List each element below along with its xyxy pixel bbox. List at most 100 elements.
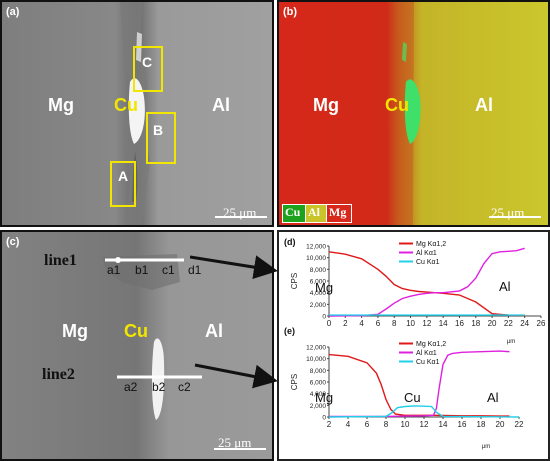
chart-1-y-tick-label: 6,000	[310, 380, 327, 387]
chart-1-x-tick-label: 8	[384, 420, 389, 429]
line2-point-b2: b2	[152, 380, 166, 394]
panel-tag-b: (b)	[283, 6, 298, 18]
label-cu: Cu	[124, 321, 148, 341]
region-box-a-label: A	[118, 168, 129, 184]
label-al: Al	[205, 321, 223, 341]
chart-1-y-tick-label: 10,000	[306, 356, 326, 363]
chart-1-x-tick-label: 16	[458, 420, 467, 429]
chart-1-x-tick-label: 10	[401, 420, 410, 429]
label-mg: Mg	[62, 321, 88, 341]
scale-label-b: 25 μm	[491, 205, 525, 220]
chart-1-x-tick-label: 2	[327, 420, 332, 429]
region-box-c	[133, 46, 163, 92]
chart-1-series-1-line	[329, 350, 510, 418]
legend-label-cu: Cu	[285, 205, 301, 219]
chart-1-y-tick-label: 2,000	[310, 403, 327, 410]
region-box-b	[146, 112, 176, 164]
chart-0-x-tick-label: 24	[520, 319, 529, 328]
label-cu: Cu	[114, 95, 138, 115]
line1-point-d1: d1	[188, 263, 202, 277]
sem-image-c	[2, 232, 272, 459]
panel-de-linescans: (d) 0 2,000 4,000 6,000 8,000 10,000 12,000 0 2 4 6…	[277, 230, 550, 461]
chart-0-series-0-line	[328, 251, 525, 317]
scale-bar-c	[214, 448, 266, 450]
chart-0-x-tick-label: 6	[376, 319, 381, 328]
chart-0-x-tick-label: 20	[488, 319, 497, 328]
region-box-b-label: B	[153, 122, 164, 138]
scale-label-a: 25 μm	[223, 205, 257, 220]
chart-1-panel-tag: (e)	[284, 326, 295, 336]
panel-b-eds-map: (b) Mg Cu Al Cu Al Mg 25 μm	[277, 0, 550, 227]
label-mg: Mg	[313, 95, 339, 115]
chart-0-x-tick-label: 2	[343, 319, 348, 328]
chart-0-y-tick-label: 12,000	[306, 244, 326, 251]
chart-1-annotation-2: Al	[487, 390, 499, 405]
chart-1-x-axis-label: μm	[482, 444, 490, 450]
chart-0-x-tick-label: 16	[455, 319, 464, 328]
chart-0-x-axis-label: μm	[507, 339, 515, 345]
chart-1-x-tick-label: 18	[477, 420, 486, 429]
chart-0-x-tick-label: 0	[327, 319, 332, 328]
line1-label: line1	[44, 252, 77, 269]
chart-0-series-1-line	[328, 247, 525, 317]
chart-1-y-tick-label: 4,000	[310, 391, 327, 398]
chart-1-x-tick-label: 4	[346, 420, 351, 429]
chart-0-y-axis-label: CPS	[290, 273, 299, 289]
chart-0-y-tick-label: 4,000	[310, 290, 327, 297]
chart-0-x-tick-label: 26	[537, 319, 546, 328]
chart-1-x-tick-label: 12	[420, 420, 429, 429]
chart-0-annotation-1: Al	[499, 279, 511, 294]
chart-0-legend-label-0: Mg Kα1,2	[416, 241, 446, 248]
scale-bar-a	[215, 216, 267, 218]
chart-1-y-tick-label: 8,000	[310, 368, 327, 375]
chart-0-annotation-0: Mg	[315, 280, 333, 295]
chart-1-y-tick-label: 12,000	[306, 345, 326, 352]
chart-0-y-tick-label: 0	[322, 314, 326, 321]
chart-1-x-tick-label: 14	[439, 420, 448, 429]
chart-1-x-tick-label: 20	[496, 420, 505, 429]
chart-1-annotation-1: Cu	[404, 390, 421, 405]
panel-tag-c: (c)	[6, 236, 20, 248]
chart-1-x-tick-label: 22	[515, 420, 524, 429]
chart-1-y-axis-label: CPS	[290, 374, 299, 390]
chart-0-panel-tag: (d)	[284, 237, 296, 247]
label-cu: Cu	[385, 95, 409, 115]
chart-1-legend-label-0: Mg Kα1,2	[416, 341, 446, 348]
chart-1-x-tick-label: 6	[365, 420, 370, 429]
arrow-line2	[194, 363, 278, 389]
panel-a-sem-image: (a) Mg Cu Al C B A 25 μm	[0, 0, 274, 227]
label-al: Al	[212, 95, 230, 115]
connector-arrows	[190, 255, 278, 389]
chart-1-annotation-0: Mg	[315, 390, 333, 405]
sem-image-a	[2, 2, 272, 225]
chart-1-y-tick-label: 0	[322, 415, 326, 422]
line1-point-c1: c1	[162, 263, 175, 277]
line2-label: line2	[42, 366, 75, 383]
line2-point-c2: c2	[178, 380, 191, 394]
chart-0-x-tick-label: 12	[422, 319, 431, 328]
chart-0-x-tick-label: 8	[392, 319, 397, 328]
label-mg: Mg	[48, 95, 74, 115]
legend-label-al: Al	[308, 205, 320, 219]
region-box-a	[110, 161, 136, 207]
chart-0-x-tick-label: 4	[359, 319, 364, 328]
region-box-c-label: C	[142, 54, 153, 70]
chart-0-x-tick-label: 10	[406, 319, 415, 328]
chart-1-legend-label-1: Al Kα1	[416, 350, 437, 357]
chart-1-series-2-line	[328, 405, 520, 418]
chart-0-x-tick-label: 22	[504, 319, 513, 328]
chart-0-legend-label-2: Cu Kα1	[416, 259, 440, 266]
legend-label-mg: Mg	[329, 205, 347, 219]
chart-1-series-0-line	[328, 353, 510, 417]
chart-0-y-tick-label: 6,000	[310, 279, 327, 286]
chart-0-y-tick-label: 8,000	[310, 267, 327, 274]
line1-point-a1: a1	[107, 263, 121, 277]
line2-point-a2: a2	[124, 380, 138, 394]
line1-point-b1: b1	[135, 263, 149, 277]
arrow-line1	[190, 255, 278, 280]
chart-1-legend-label-2: Cu Kα1	[416, 359, 440, 366]
chart-0-x-tick-label: 18	[471, 319, 480, 328]
scale-label-c: 25 μm	[218, 435, 252, 450]
